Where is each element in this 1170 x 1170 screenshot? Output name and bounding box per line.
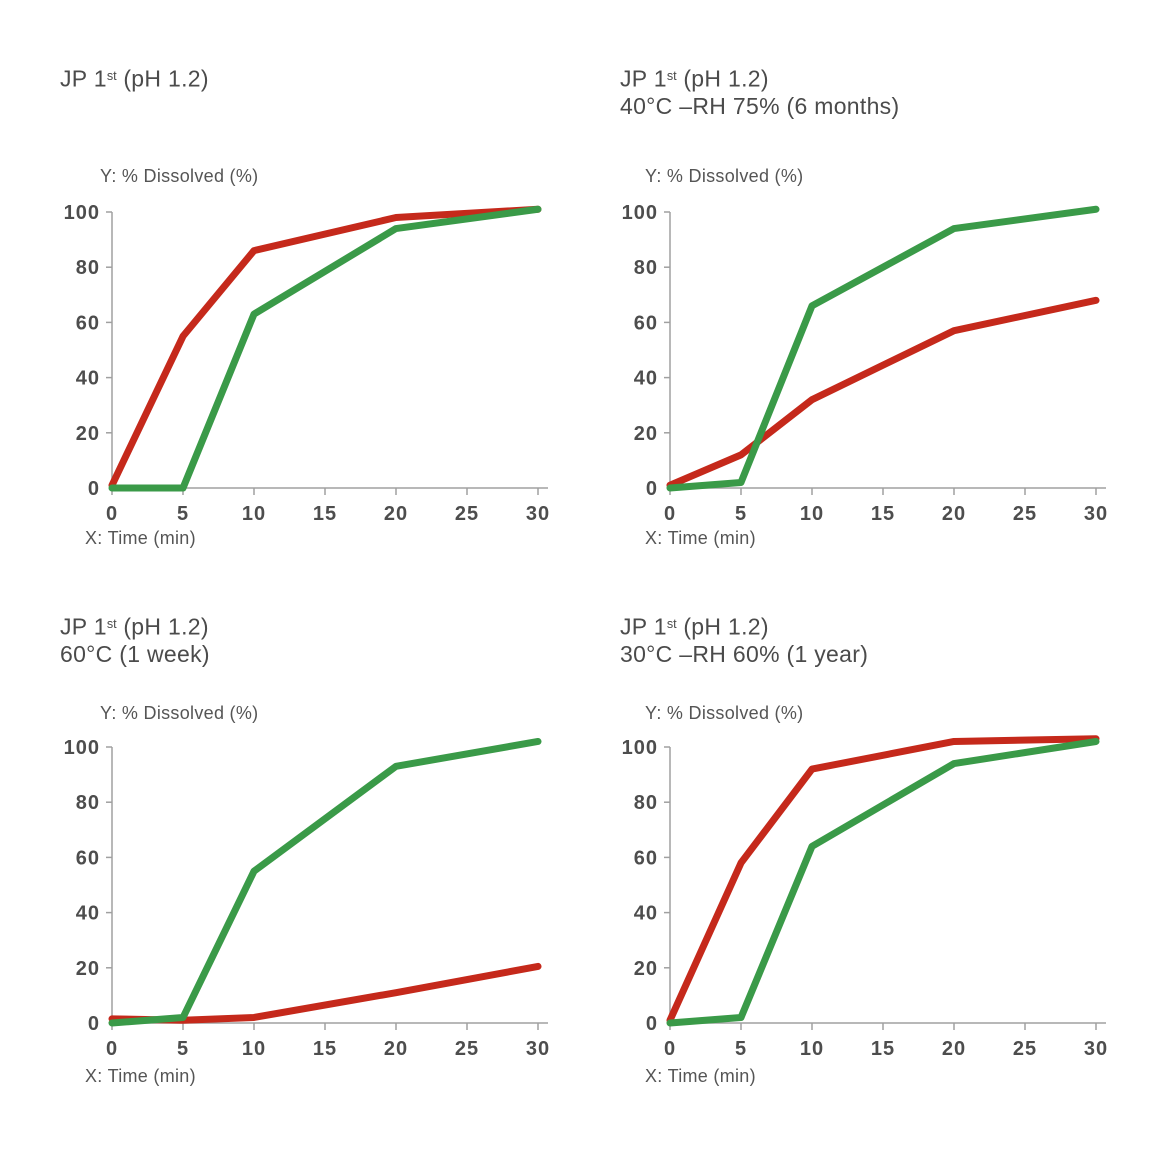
y-tick-label: 60: [76, 312, 100, 334]
chart-title-superscript: st: [666, 69, 677, 83]
x-tick-label: 20: [384, 503, 408, 525]
series-line-green: [108, 737, 542, 1027]
y-axis-label: Y: % Dissolved (%): [100, 166, 259, 186]
series-line-green: [666, 737, 1100, 1027]
chart-title-text: (pH 1.2): [116, 613, 209, 640]
x-tick-label: 25: [455, 503, 479, 525]
chart-title-superscript: st: [106, 69, 117, 83]
x-tick-label: 10: [800, 503, 824, 525]
x-tick-label: 30: [526, 503, 550, 525]
y-tick-label: 40: [76, 368, 100, 390]
x-tick-label: 5: [177, 1038, 189, 1060]
x-axis-label: X: Time (min): [85, 1066, 196, 1086]
x-tick-label: 10: [242, 503, 266, 525]
y-tick-label: 60: [634, 847, 658, 869]
x-tick-label: 5: [177, 503, 189, 525]
x-tick-label: 15: [871, 503, 895, 525]
y-tick-label: 20: [76, 958, 100, 980]
series-line-red: [108, 962, 542, 1024]
x-tick-label: 15: [313, 503, 337, 525]
x-tick-label: 0: [664, 503, 676, 525]
x-tick-label: 30: [1084, 1038, 1108, 1060]
chart-title-text: JP 1: [620, 613, 667, 640]
y-tick-label: 0: [88, 1013, 100, 1035]
x-tick-label: 20: [942, 503, 966, 525]
y-tick-label: 80: [634, 792, 658, 814]
chart-title-text: (pH 1.2): [116, 65, 209, 92]
y-tick-label: 80: [634, 257, 658, 279]
y-tick-label: 40: [76, 903, 100, 925]
x-tick-label: 0: [664, 1038, 676, 1060]
dissolution-plot-30c-rh60: 0 20 40 60 80 100 0 5 10 15 20 25 30: [622, 735, 1108, 1060]
y-tick-label: 20: [76, 423, 100, 445]
y-tick-label: 80: [76, 792, 100, 814]
y-axis-label: Y: % Dissolved (%): [100, 703, 259, 723]
series-line-green: [108, 205, 542, 492]
series-line-red: [666, 296, 1100, 489]
x-tick-label: 25: [1013, 503, 1037, 525]
chart-title-superscript: st: [106, 617, 117, 631]
chart-title-40c-rh75: JP 1st (pH 1.2) 40°C –RH 75% (6 months): [620, 62, 899, 120]
x-axis-label: X: Time (min): [645, 1066, 756, 1086]
chart-condition-text: 60°C (1 week): [60, 641, 210, 668]
x-tick-label: 20: [942, 1038, 966, 1060]
y-tick-label: 40: [634, 368, 658, 390]
chart-condition-text: 30°C –RH 60% (1 year): [620, 641, 869, 668]
series-line-green: [666, 205, 1100, 492]
x-tick-label: 15: [313, 1038, 337, 1060]
x-tick-label: 10: [800, 1038, 824, 1060]
chart-title-30c-rh60: JP 1st (pH 1.2) 30°C –RH 60% (1 year): [620, 610, 868, 668]
chart-title-text: (pH 1.2): [676, 65, 769, 92]
dissolution-plot-60c: 0 20 40 60 80 100 0 5 10 15 20 25 30: [64, 737, 550, 1060]
y-tick-label: 60: [634, 312, 658, 334]
x-tick-label: 0: [106, 1038, 118, 1060]
y-tick-label: 60: [76, 847, 100, 869]
chart-title-text: JP 1: [60, 65, 107, 92]
series-line-red: [666, 735, 1100, 1024]
y-tick-label: 100: [64, 202, 100, 224]
chart-title-text: (pH 1.2): [676, 613, 769, 640]
dissolution-plot-40c-rh75: 0 20 40 60 80 100 0 5 10 15 20 25 30: [622, 202, 1108, 525]
chart-title-initial: JP 1st (pH 1.2): [60, 62, 209, 92]
y-tick-label: 100: [622, 737, 658, 759]
x-tick-label: 25: [1013, 1038, 1037, 1060]
x-tick-label: 5: [735, 1038, 747, 1060]
x-tick-label: 30: [526, 1038, 550, 1060]
chart-condition-text: 40°C –RH 75% (6 months): [620, 93, 900, 120]
x-tick-label: 25: [455, 1038, 479, 1060]
y-tick-label: 100: [622, 202, 658, 224]
series-line-red: [108, 205, 542, 489]
y-tick-label: 20: [634, 958, 658, 980]
x-tick-label: 5: [735, 503, 747, 525]
x-axis-label: X: Time (min): [85, 528, 196, 548]
dissolution-plot-initial: 0 20 40 60 80 100 0 5 10 15 20 25 30: [64, 202, 550, 525]
x-axis-label: X: Time (min): [645, 528, 756, 548]
y-tick-label: 40: [634, 903, 658, 925]
chart-title-superscript: st: [666, 617, 677, 631]
chart-title-60c: JP 1st (pH 1.2) 60°C (1 week): [60, 610, 210, 668]
y-tick-label: 0: [646, 1013, 658, 1035]
y-tick-label: 80: [76, 257, 100, 279]
x-tick-label: 20: [384, 1038, 408, 1060]
y-axis-label: Y: % Dissolved (%): [645, 703, 804, 723]
y-tick-label: 0: [88, 478, 100, 500]
x-tick-label: 0: [106, 503, 118, 525]
chart-title-text: JP 1: [60, 613, 107, 640]
y-axis-label: Y: % Dissolved (%): [645, 166, 804, 186]
y-tick-label: 0: [646, 478, 658, 500]
x-tick-label: 30: [1084, 503, 1108, 525]
chart-title-text: JP 1: [620, 65, 667, 92]
x-tick-label: 15: [871, 1038, 895, 1060]
x-tick-label: 10: [242, 1038, 266, 1060]
y-tick-label: 100: [64, 737, 100, 759]
y-tick-label: 20: [634, 423, 658, 445]
